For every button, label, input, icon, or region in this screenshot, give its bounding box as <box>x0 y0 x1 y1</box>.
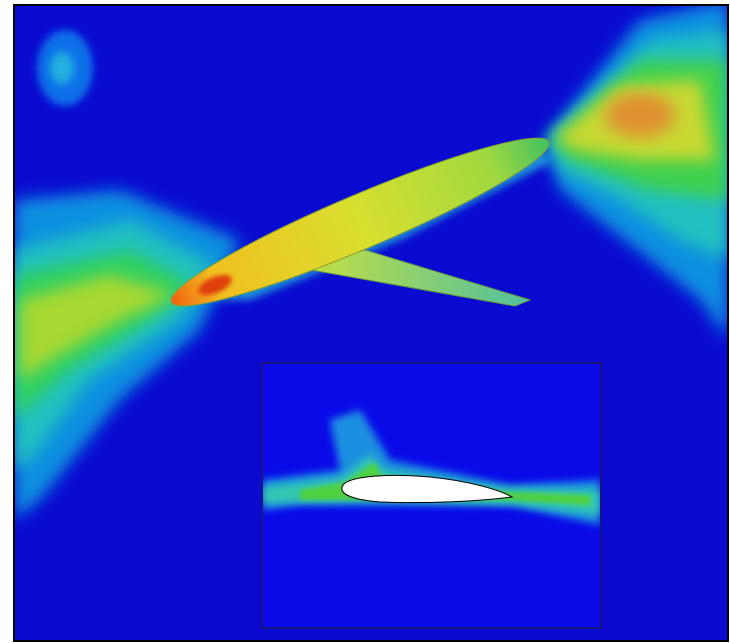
cfd-visualization <box>0 0 730 643</box>
wake-core <box>605 93 675 137</box>
vortex-blob <box>50 52 74 84</box>
page <box>0 0 730 643</box>
